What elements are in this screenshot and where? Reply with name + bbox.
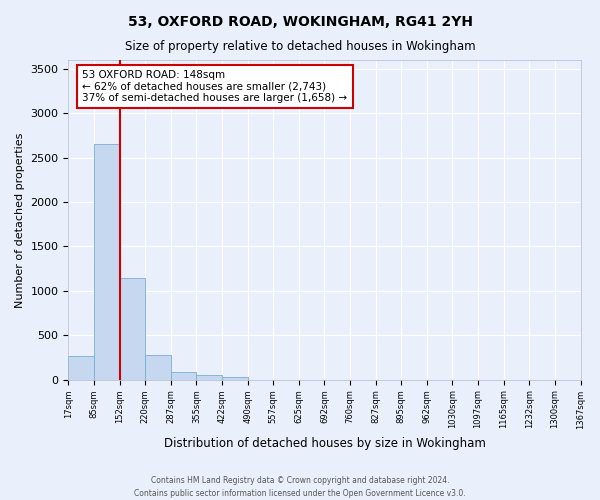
- Bar: [196, 376, 222, 380]
- Text: 53 OXFORD ROAD: 148sqm
← 62% of detached houses are smaller (2,743)
37% of semi-: 53 OXFORD ROAD: 148sqm ← 62% of detached…: [82, 70, 347, 103]
- Text: Contains HM Land Registry data © Crown copyright and database right 2024.
Contai: Contains HM Land Registry data © Crown c…: [134, 476, 466, 498]
- Bar: [171, 372, 196, 380]
- Bar: [222, 377, 248, 380]
- Bar: [94, 144, 119, 380]
- Bar: [145, 355, 171, 380]
- Text: 53, OXFORD ROAD, WOKINGHAM, RG41 2YH: 53, OXFORD ROAD, WOKINGHAM, RG41 2YH: [128, 15, 473, 29]
- Text: Size of property relative to detached houses in Wokingham: Size of property relative to detached ho…: [125, 40, 475, 53]
- Y-axis label: Number of detached properties: Number of detached properties: [15, 132, 25, 308]
- Bar: [68, 356, 94, 380]
- Bar: [119, 278, 145, 380]
- X-axis label: Distribution of detached houses by size in Wokingham: Distribution of detached houses by size …: [164, 437, 485, 450]
